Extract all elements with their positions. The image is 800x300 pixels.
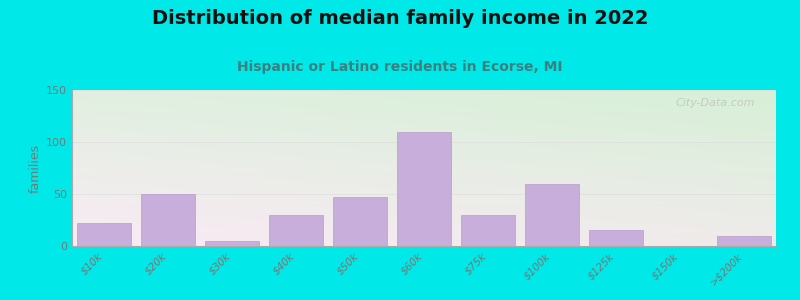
Text: Hispanic or Latino residents in Ecorse, MI: Hispanic or Latino residents in Ecorse, … [238,60,562,74]
Bar [525,184,579,246]
Text: City-Data.com: City-Data.com [675,98,755,108]
Bar [717,236,771,246]
Bar [589,230,643,246]
Y-axis label: families: families [29,143,42,193]
Bar [205,241,259,246]
Text: Distribution of median family income in 2022: Distribution of median family income in … [152,9,648,28]
Bar [333,197,387,246]
Bar [141,194,195,246]
Bar [461,215,515,246]
Bar [77,223,131,246]
Bar [397,132,451,246]
Bar [269,215,323,246]
